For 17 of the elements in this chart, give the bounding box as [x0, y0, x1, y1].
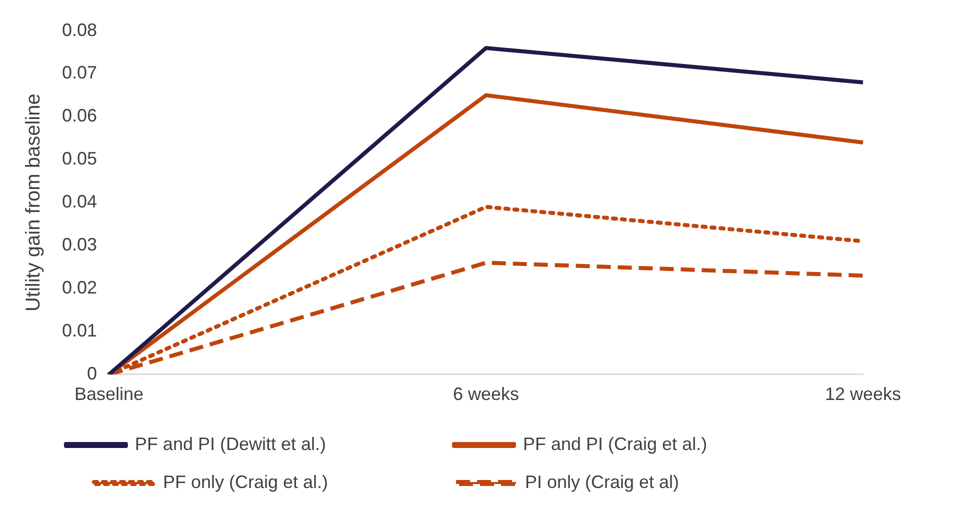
y-tick-label: 0.07 — [62, 62, 98, 83]
y-axis-title: Utility gain from baseline — [22, 94, 45, 312]
y-tick-label: 0.08 — [62, 20, 98, 40]
legend-label: PF only (Craig et al.) — [162, 472, 436, 492]
legend-label: PI only (Craig et al) — [525, 472, 788, 492]
legend-label: PF and PI (Dewitt et al.) — [134, 434, 434, 454]
x-tick-label: 12 weeks — [824, 384, 902, 404]
legend-label: PF and PI (Craig et al.) — [523, 434, 816, 454]
y-tick-label: 0.05 — [62, 148, 98, 169]
y-tick-label: 0.01 — [62, 320, 98, 340]
y-tick-label: 0 — [87, 363, 98, 384]
x-tick-label: Baseline — [74, 384, 144, 404]
y-tick-label: 0.06 — [62, 106, 98, 126]
y-tick-label: 0.03 — [62, 234, 98, 255]
y-tick-label: 0.02 — [62, 277, 98, 298]
y-tick-label: 0.04 — [62, 192, 98, 212]
x-tick-label: 6 weeks — [452, 384, 520, 404]
